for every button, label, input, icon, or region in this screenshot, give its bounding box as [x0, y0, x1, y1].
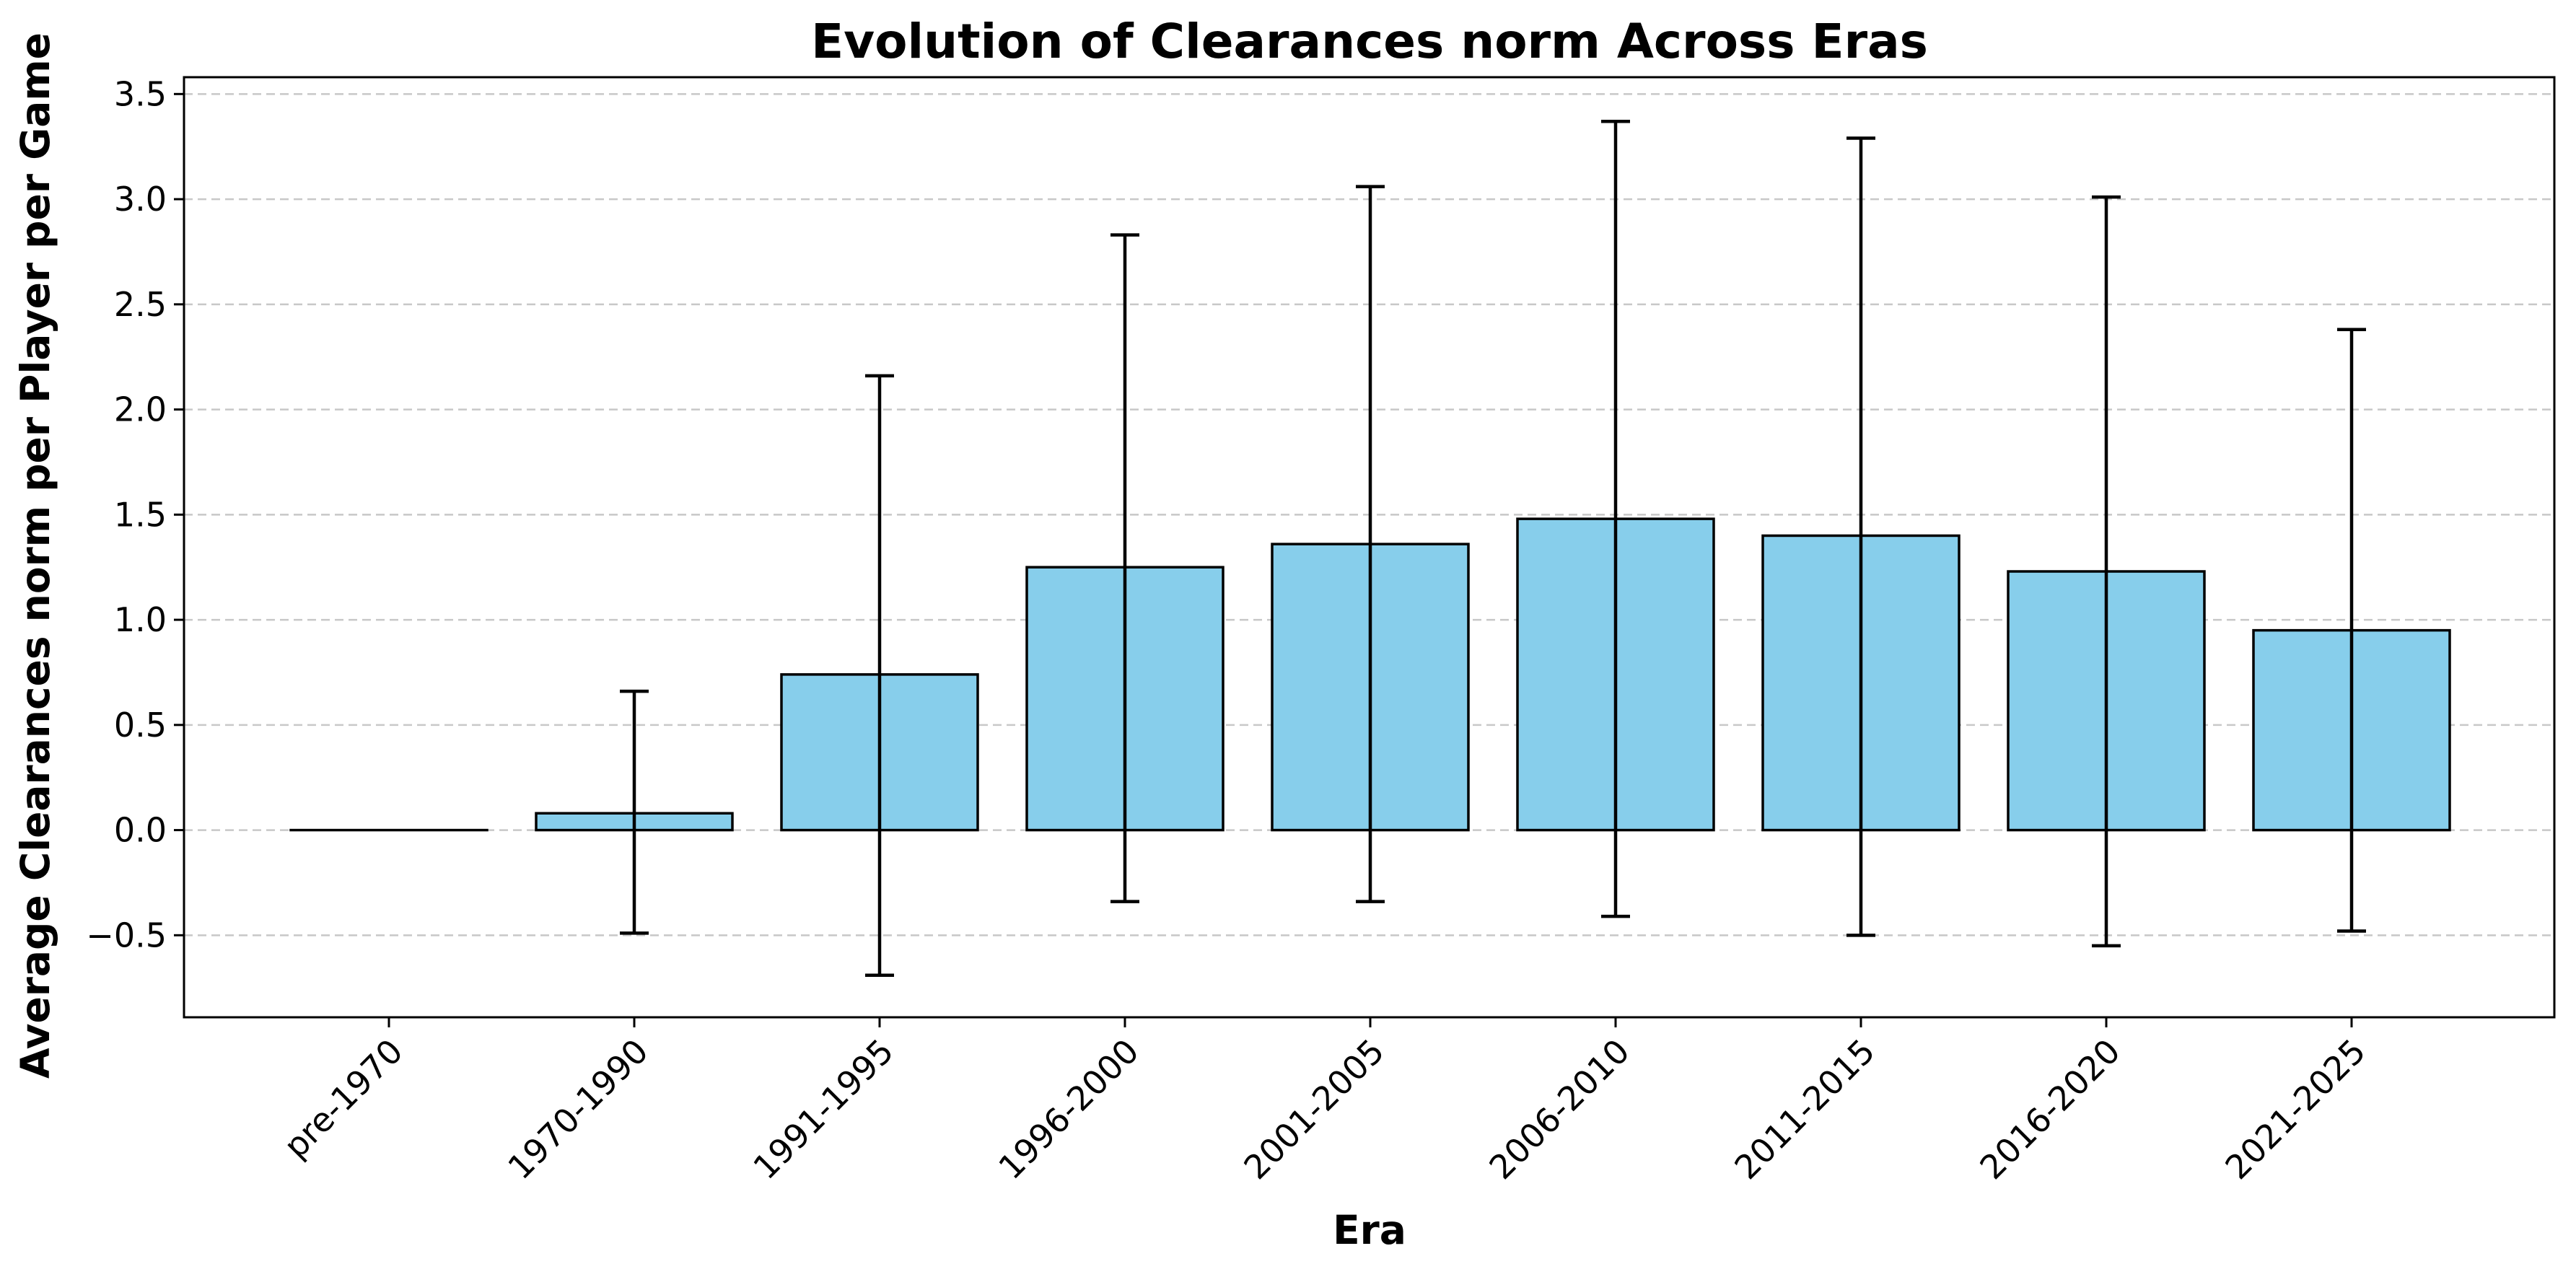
x-axis-ticks: pre-1970 1970-1990 1991-1995 1996-2000 2001-…: [276, 1017, 2373, 1187]
error-bar-2001-2005: [1356, 185, 1385, 903]
x-tick-label: 2006-2010: [1481, 1032, 1637, 1187]
y-tick-label: 0.5: [114, 706, 167, 745]
y-tick-label: −0.5: [86, 916, 167, 955]
y-tick-label: 1.5: [114, 495, 167, 534]
y-tick-label: 2.0: [114, 390, 167, 429]
y-tick-label: 1.0: [114, 600, 167, 639]
y-axis-label: Average Clearances norm per Player per G…: [12, 32, 58, 1079]
x-axis-label: Era: [1333, 1207, 1406, 1253]
x-tick-label: 1970-1990: [500, 1032, 655, 1187]
x-tick-label: 2011-2015: [1727, 1032, 1882, 1187]
x-tick-label: 2021-2025: [2217, 1032, 2373, 1187]
y-tick-label: 3.5: [114, 74, 167, 113]
error-bar-1996-2000: [1110, 233, 1139, 903]
error-bar-2006-2010: [1601, 119, 1630, 918]
x-tick-label: 1996-2000: [991, 1032, 1146, 1187]
y-tick-label: 2.5: [114, 285, 167, 324]
x-tick-label: 2001-2005: [1236, 1032, 1391, 1187]
error-bar-2016-2020: [2092, 195, 2121, 948]
y-tick-label: 3.0: [114, 180, 167, 219]
error-bar-2011-2015: [1846, 136, 1875, 937]
y-axis-ticks: −0.5 0.0 0.5 1.0 1.5 2.0 2.5 3.0 3.5: [86, 74, 184, 955]
y-tick-label: 0.0: [114, 811, 167, 850]
chart-title: Evolution of Clearances norm Across Eras: [811, 14, 1928, 69]
x-tick-label: pre-1970: [276, 1032, 411, 1166]
error-bar-2021-2025: [2337, 328, 2366, 933]
error-bar-1970-1990: [620, 689, 649, 935]
error-bars: [620, 119, 2366, 977]
x-tick-label: 2016-2020: [1972, 1032, 2127, 1187]
error-bar-1991-1995: [865, 374, 894, 977]
x-tick-label: 1991-1995: [745, 1032, 901, 1187]
